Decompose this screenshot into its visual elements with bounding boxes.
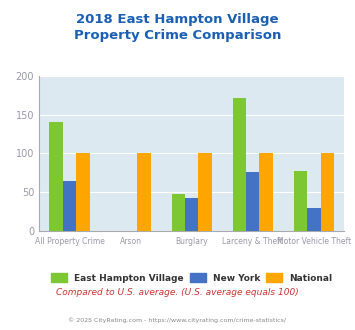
Bar	[76, 153, 90, 231]
Bar	[63, 181, 76, 231]
Text: Compared to U.S. average. (U.S. average equals 100): Compared to U.S. average. (U.S. average …	[56, 287, 299, 297]
Bar	[198, 153, 212, 231]
Text: Larceny & Theft: Larceny & Theft	[222, 237, 283, 246]
Text: Motor Vehicle Theft: Motor Vehicle Theft	[277, 237, 351, 246]
Text: All Property Crime: All Property Crime	[35, 237, 104, 246]
Legend: East Hampton Village, New York, National: East Hampton Village, New York, National	[48, 270, 336, 286]
Bar	[185, 198, 198, 231]
Bar	[321, 153, 334, 231]
Bar	[260, 153, 273, 231]
Text: Burglary: Burglary	[175, 237, 208, 246]
Bar	[294, 171, 307, 231]
Bar	[246, 172, 260, 231]
Bar	[171, 194, 185, 231]
Bar	[137, 153, 151, 231]
Text: 2018 East Hampton Village
Property Crime Comparison: 2018 East Hampton Village Property Crime…	[74, 13, 281, 42]
Text: Arson: Arson	[120, 237, 142, 246]
Bar	[307, 208, 321, 231]
Text: © 2025 CityRating.com - https://www.cityrating.com/crime-statistics/: © 2025 CityRating.com - https://www.city…	[69, 317, 286, 323]
Bar	[49, 122, 63, 231]
Bar	[233, 98, 246, 231]
